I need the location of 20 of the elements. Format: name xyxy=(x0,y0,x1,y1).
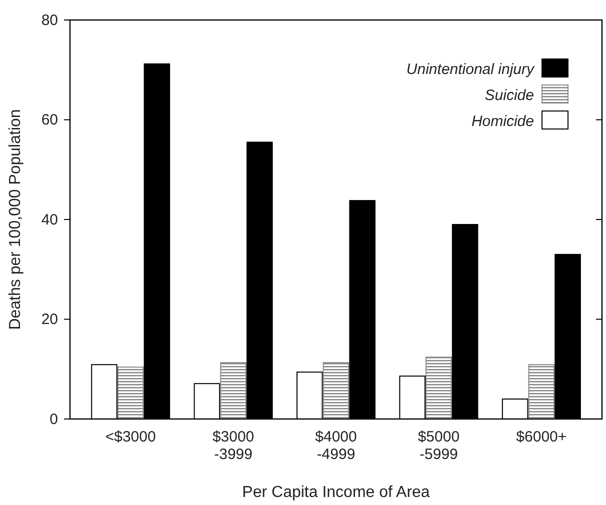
y-axis-title: Deaths per 100,000 Population xyxy=(7,109,24,330)
legend-label: Suicide xyxy=(484,87,534,104)
bar xyxy=(220,362,246,420)
y-tick-label: 60 xyxy=(41,112,58,129)
bar xyxy=(426,356,452,420)
bar xyxy=(322,362,350,420)
bar xyxy=(528,364,555,420)
x-tick-label: $5000 -5999 xyxy=(418,428,460,463)
legend-label: Homicide xyxy=(471,113,534,130)
y-tick-label: 40 xyxy=(41,211,58,228)
legend-label: Unintentional injury xyxy=(406,61,536,78)
y-tick-label: 80 xyxy=(41,12,58,29)
bar xyxy=(117,366,144,420)
y-tick-label: 0 xyxy=(50,410,58,428)
x-tick-label: $4000 -4999 xyxy=(315,428,357,463)
x-axis-title: Per Capita Income of Area xyxy=(242,484,430,501)
x-tick-label: <$3000 xyxy=(105,428,156,446)
x-tick-label: $3000 -3999 xyxy=(212,428,254,463)
x-tick-label: $6000+ xyxy=(516,428,567,446)
y-tick-label: 20 xyxy=(41,311,58,328)
